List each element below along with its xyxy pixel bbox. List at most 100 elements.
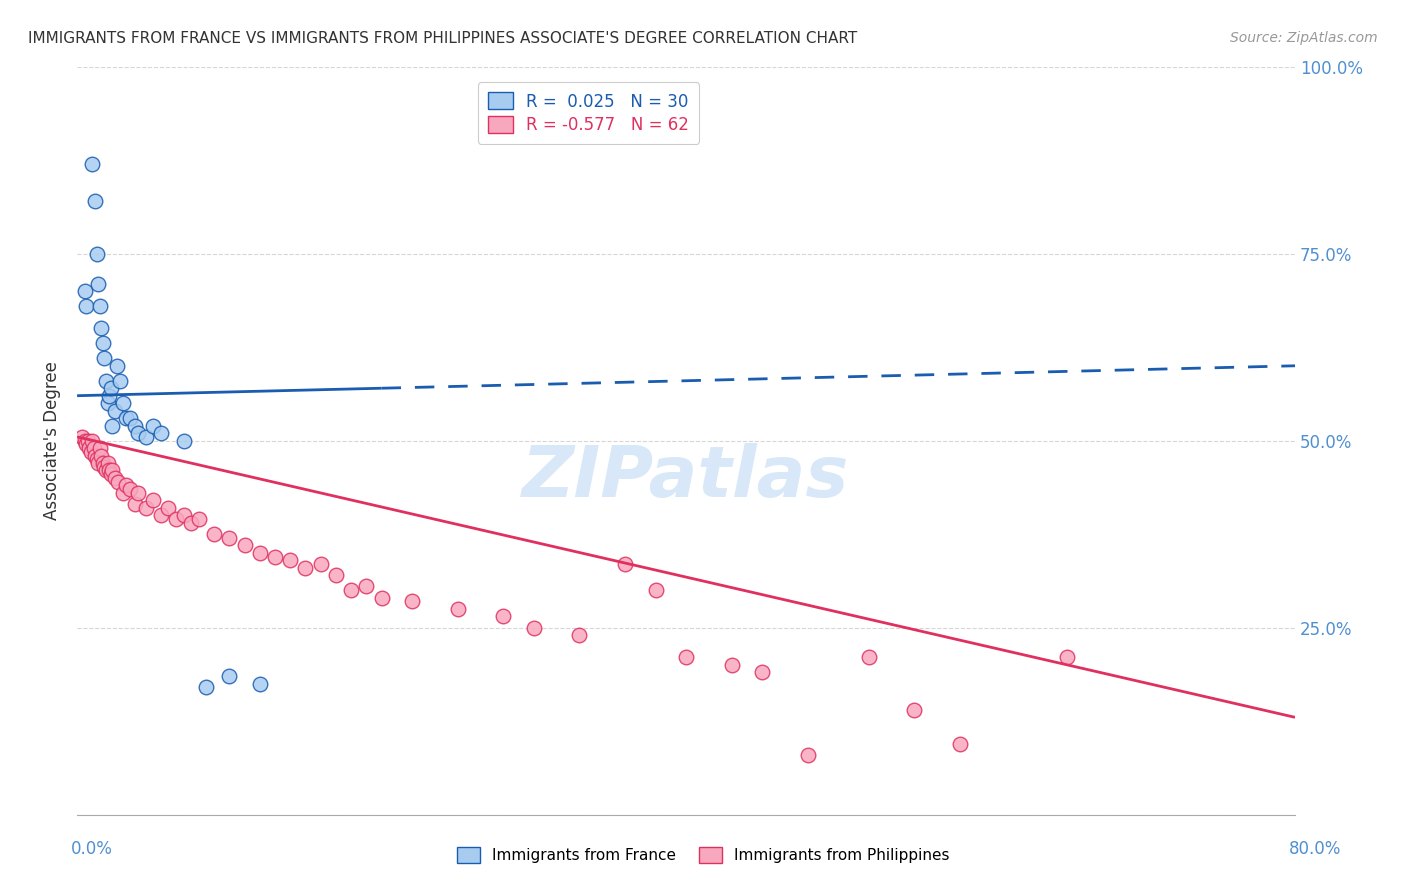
Point <box>218 669 240 683</box>
Point <box>86 452 108 467</box>
Point <box>98 389 121 403</box>
Point <box>165 512 187 526</box>
Point <box>149 508 172 523</box>
Point <box>73 284 96 298</box>
Point <box>124 418 146 433</box>
Point <box>249 546 271 560</box>
Point <box>568 628 591 642</box>
Point <box>82 157 104 171</box>
Point <box>180 516 202 530</box>
Point <box>447 602 470 616</box>
Point <box>127 426 149 441</box>
Point <box>100 467 122 482</box>
Point <box>96 396 118 410</box>
Point <box>107 475 129 489</box>
Point <box>401 594 423 608</box>
Point <box>356 579 378 593</box>
Point <box>797 747 820 762</box>
Point <box>89 299 111 313</box>
Point <box>195 681 218 695</box>
Point <box>264 549 287 564</box>
Point <box>142 418 165 433</box>
Text: Source: ZipAtlas.com: Source: ZipAtlas.com <box>1230 31 1378 45</box>
Point <box>84 449 107 463</box>
Point <box>949 737 972 751</box>
Point <box>233 538 256 552</box>
Point <box>91 336 114 351</box>
Point <box>249 676 271 690</box>
Point <box>325 568 347 582</box>
Point <box>114 478 136 492</box>
Point <box>76 434 98 448</box>
Legend: R =  0.025   N = 30, R = -0.577   N = 62: R = 0.025 N = 30, R = -0.577 N = 62 <box>478 82 699 144</box>
Point <box>94 374 117 388</box>
Point <box>294 560 316 574</box>
Text: IMMIGRANTS FROM FRANCE VS IMMIGRANTS FROM PHILIPPINES ASSOCIATE'S DEGREE CORRELA: IMMIGRANTS FROM FRANCE VS IMMIGRANTS FRO… <box>28 31 858 46</box>
Point <box>1056 650 1078 665</box>
Point <box>104 471 127 485</box>
Point <box>120 482 142 496</box>
Point <box>751 665 773 680</box>
Point <box>93 351 115 366</box>
Point <box>96 456 118 470</box>
Point <box>278 553 301 567</box>
Point <box>89 441 111 455</box>
Point <box>75 299 97 313</box>
Y-axis label: Associate's Degree: Associate's Degree <box>44 361 60 520</box>
Text: 0.0%: 0.0% <box>70 840 112 858</box>
Point <box>108 374 131 388</box>
Point <box>105 359 128 373</box>
Point <box>111 486 134 500</box>
Point <box>173 434 195 448</box>
Point <box>903 703 925 717</box>
Point <box>104 403 127 417</box>
Point <box>77 441 100 455</box>
Point <box>218 531 240 545</box>
Point <box>87 456 110 470</box>
Point <box>187 512 209 526</box>
Point <box>73 434 96 448</box>
Point <box>100 381 122 395</box>
Point <box>614 557 637 571</box>
Point <box>101 418 124 433</box>
Point <box>675 650 697 665</box>
Point <box>75 437 97 451</box>
Point <box>90 449 112 463</box>
Point <box>101 463 124 477</box>
Point <box>93 459 115 474</box>
Point <box>84 194 107 209</box>
Point <box>127 486 149 500</box>
Point <box>94 463 117 477</box>
Text: ZIPatlas: ZIPatlas <box>523 443 849 513</box>
Point <box>83 441 105 455</box>
Point <box>86 246 108 260</box>
Point <box>90 321 112 335</box>
Point <box>149 426 172 441</box>
Point <box>80 445 103 459</box>
Point <box>111 396 134 410</box>
Point <box>120 411 142 425</box>
Point <box>70 430 93 444</box>
Point <box>124 497 146 511</box>
Point <box>98 463 121 477</box>
Point <box>142 493 165 508</box>
Point <box>114 411 136 425</box>
Point <box>135 500 157 515</box>
Point <box>202 527 225 541</box>
Legend: Immigrants from France, Immigrants from Philippines: Immigrants from France, Immigrants from … <box>449 839 957 871</box>
Point <box>91 456 114 470</box>
Point <box>370 591 392 605</box>
Text: 80.0%: 80.0% <box>1288 840 1341 858</box>
Point <box>644 583 666 598</box>
Point <box>173 508 195 523</box>
Point <box>858 650 880 665</box>
Point <box>135 430 157 444</box>
Point <box>87 277 110 291</box>
Point <box>720 657 742 672</box>
Point <box>82 434 104 448</box>
Point <box>340 583 363 598</box>
Point <box>492 609 515 624</box>
Point <box>309 557 332 571</box>
Point <box>157 500 180 515</box>
Point <box>523 621 546 635</box>
